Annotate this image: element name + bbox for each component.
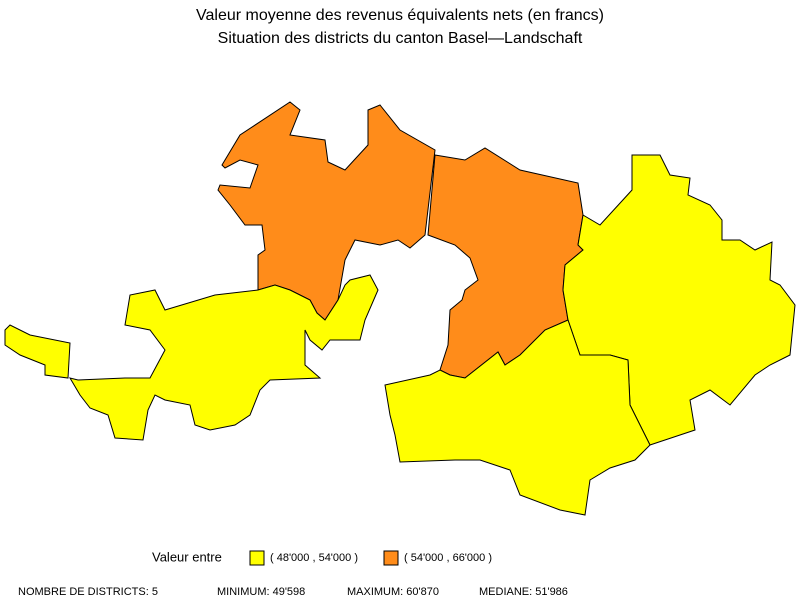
footer-stat: MINIMUM: 49'598 xyxy=(217,586,305,598)
footer-stat: NOMBRE DE DISTRICTS: 5 xyxy=(18,586,158,598)
map xyxy=(4,101,796,516)
footer: NOMBRE DE DISTRICTS: 5 MINIMUM: 49'598 M… xyxy=(18,586,568,598)
legend-swatch xyxy=(383,550,399,566)
district xyxy=(4,324,71,379)
title-line: Valeur moyenne des revenus équivalents n… xyxy=(196,7,604,24)
district xyxy=(217,101,436,321)
legend: Valeur entre ( 48'000 , 54'000 ) ( 54'00… xyxy=(152,549,492,566)
legend-label: Valeur entre xyxy=(152,549,222,564)
district xyxy=(68,274,379,441)
footer-stat: MAXIMUM: 60'870 xyxy=(347,586,439,598)
legend-entry: ( 48'000 , 54'000 ) xyxy=(270,552,358,564)
footer-stat: MEDIANE: 51'986 xyxy=(479,586,568,598)
district xyxy=(384,319,651,516)
title-line: Situation des districts du canton Basel—… xyxy=(218,30,583,47)
legend-swatch xyxy=(249,550,265,566)
legend-entry: ( 54'000 , 66'000 ) xyxy=(404,552,492,564)
